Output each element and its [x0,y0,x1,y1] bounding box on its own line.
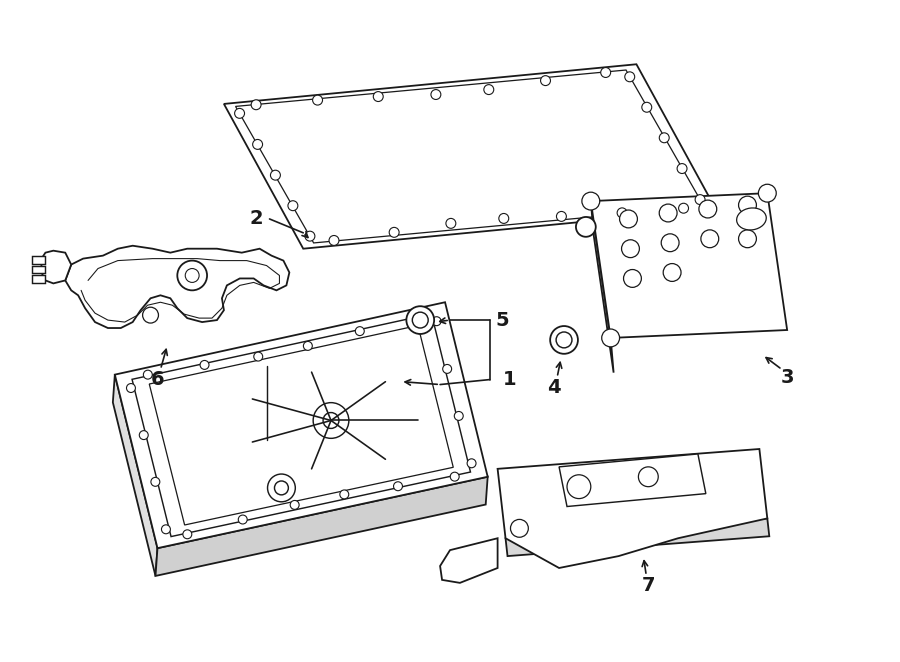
Circle shape [695,195,705,205]
Circle shape [151,477,160,487]
Circle shape [467,459,476,468]
Circle shape [617,208,627,218]
Circle shape [177,261,207,291]
Circle shape [254,352,263,361]
Circle shape [185,269,199,283]
Circle shape [454,412,464,420]
Circle shape [510,520,528,538]
Text: 6: 6 [150,370,165,389]
Polygon shape [224,64,716,249]
Circle shape [412,312,428,328]
Circle shape [389,227,399,237]
Circle shape [312,95,322,105]
Circle shape [288,201,298,211]
Circle shape [567,475,590,498]
Circle shape [374,91,383,101]
Circle shape [638,467,658,487]
Polygon shape [149,326,454,525]
Text: 5: 5 [496,310,509,330]
Circle shape [143,370,152,379]
Text: 1: 1 [503,370,517,389]
Circle shape [739,196,756,214]
Polygon shape [32,275,45,283]
Polygon shape [590,193,788,338]
Circle shape [431,89,441,99]
Circle shape [127,383,135,393]
Circle shape [619,210,637,228]
Circle shape [323,412,339,428]
Circle shape [251,100,261,110]
Circle shape [235,109,245,118]
Circle shape [340,490,348,499]
Circle shape [443,365,452,373]
Circle shape [356,326,364,336]
Circle shape [274,481,288,495]
Circle shape [140,431,148,440]
Circle shape [142,307,158,323]
Polygon shape [41,251,71,283]
Circle shape [602,329,619,347]
Text: 2: 2 [250,209,264,228]
Text: 4: 4 [547,378,561,397]
Circle shape [679,203,688,213]
Circle shape [662,234,680,252]
Polygon shape [132,314,471,537]
Polygon shape [32,256,45,263]
Circle shape [600,68,610,77]
Polygon shape [498,449,768,568]
Circle shape [446,218,455,228]
Circle shape [313,402,349,438]
Polygon shape [112,375,158,576]
Circle shape [541,75,551,85]
Circle shape [622,240,639,258]
Polygon shape [115,303,488,548]
Circle shape [625,72,634,82]
Circle shape [484,85,494,95]
Circle shape [759,184,776,202]
Polygon shape [32,265,45,273]
Circle shape [183,530,192,539]
Circle shape [271,170,281,180]
Circle shape [410,312,419,320]
Circle shape [432,316,441,326]
Circle shape [642,103,652,113]
Circle shape [582,192,599,210]
Polygon shape [156,477,488,576]
Polygon shape [66,246,290,328]
Circle shape [660,133,670,143]
Circle shape [253,140,263,150]
Text: 7: 7 [642,577,655,595]
Circle shape [305,231,315,241]
Polygon shape [559,454,706,506]
Circle shape [550,326,578,354]
Polygon shape [506,518,770,556]
Circle shape [701,230,719,248]
Circle shape [624,269,642,287]
Circle shape [556,211,566,221]
Text: 3: 3 [780,368,794,387]
Polygon shape [590,201,614,373]
Circle shape [161,525,170,534]
Circle shape [663,263,681,281]
Circle shape [329,236,339,246]
Circle shape [393,482,402,491]
Circle shape [290,500,299,509]
Circle shape [499,213,508,223]
Circle shape [576,217,596,237]
Circle shape [677,164,687,173]
Circle shape [556,332,572,348]
Circle shape [303,342,312,350]
Ellipse shape [736,208,766,230]
Polygon shape [440,538,498,583]
Circle shape [407,307,434,334]
Circle shape [450,472,459,481]
Circle shape [200,360,209,369]
Circle shape [659,204,677,222]
Circle shape [238,515,248,524]
Circle shape [699,200,716,218]
Circle shape [739,230,756,248]
Circle shape [267,474,295,502]
